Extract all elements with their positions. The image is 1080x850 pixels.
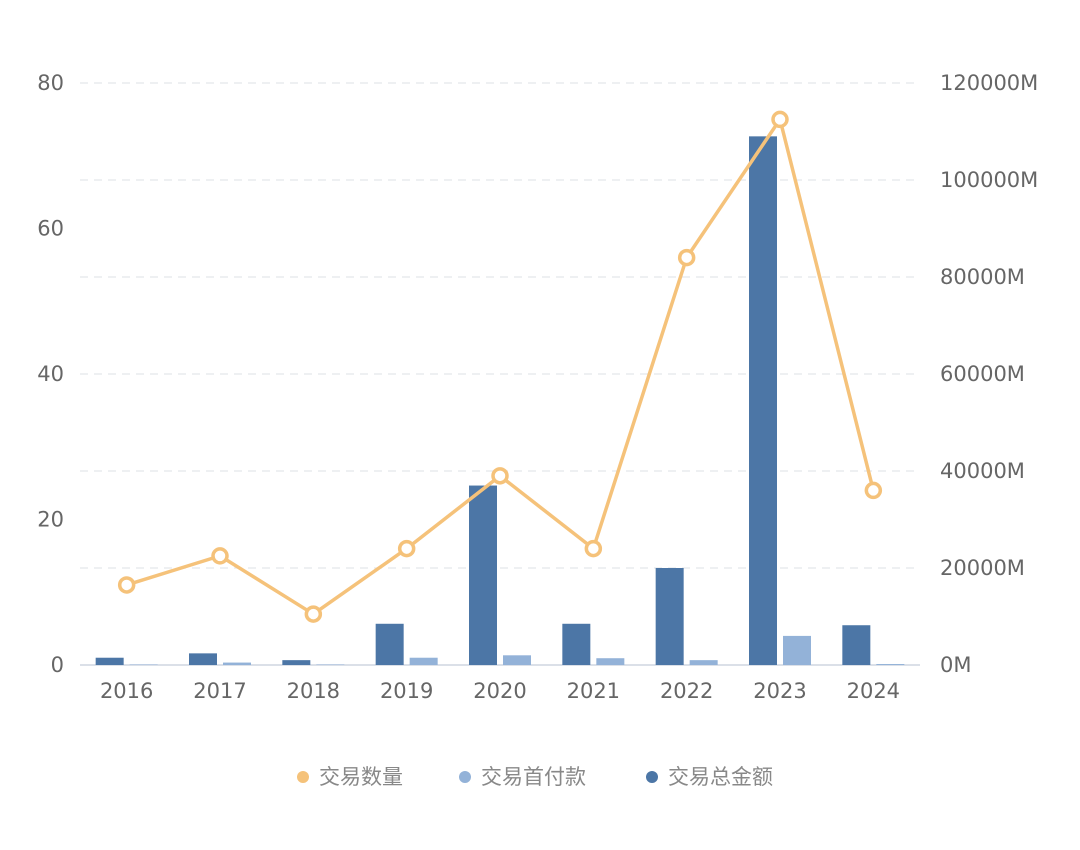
- x-tick-label: 2022: [660, 679, 713, 703]
- legend-label: 交易数量: [319, 765, 403, 789]
- bar-total-amount: [749, 136, 777, 666]
- bar-total-amount: [375, 623, 404, 665]
- right-y-axis: 0M 20000M 40000M 60000M 80000M 100000M 120000M: [940, 71, 1038, 677]
- bar-total-amount: [842, 625, 871, 665]
- bar-down-payment: [223, 662, 251, 665]
- x-axis-labels: 2016 2017 2018 2019 2020 2021 2022 2023 2024: [100, 679, 900, 703]
- legend-label: 交易首付款: [481, 765, 586, 789]
- right-y-tick-label: 100000M: [940, 168, 1038, 192]
- bar-down-payment: [503, 655, 531, 665]
- right-y-tick-label: 80000M: [940, 265, 1025, 289]
- line-point: [397, 539, 416, 558]
- line-point: [117, 576, 136, 594]
- legend-label: 交易总金额: [668, 765, 773, 789]
- line-point: [677, 248, 696, 267]
- bar-total-amount: [469, 485, 497, 665]
- line-point: [211, 547, 229, 565]
- bar-down-payment: [783, 635, 811, 665]
- left-y-tick-label: 60: [37, 217, 64, 241]
- bar-total-amount: [95, 657, 124, 665]
- left-y-tick-label: 40: [37, 362, 64, 386]
- right-y-tick-label: 60000M: [940, 362, 1025, 386]
- x-tick-label: 2021: [567, 679, 620, 703]
- bar-series: [95, 136, 905, 666]
- x-tick-label: 2019: [380, 679, 433, 703]
- legend: 交易数量 交易首付款 交易总金额: [297, 765, 773, 789]
- line-series: [117, 110, 883, 623]
- bar-total-amount: [655, 568, 684, 665]
- right-y-tick-label: 20000M: [940, 556, 1025, 580]
- bar-down-payment: [876, 664, 905, 665]
- x-tick-label: 2023: [753, 679, 806, 703]
- x-tick-label: 2016: [100, 679, 153, 703]
- grid-lines: [80, 82, 920, 569]
- bar-total-amount: [562, 623, 591, 665]
- legend-marker: [297, 771, 309, 783]
- x-tick-label: 2017: [193, 679, 246, 703]
- legend-marker: [646, 771, 658, 783]
- x-tick-label: 2018: [287, 679, 340, 703]
- line-point: [304, 605, 323, 623]
- line-point: [491, 467, 509, 485]
- line-point: [771, 110, 789, 129]
- left-y-tick-label: 0: [51, 653, 64, 677]
- bar-down-payment: [596, 658, 625, 665]
- left-y-axis: 0 20 40 60 80: [37, 71, 64, 677]
- line-point: [864, 481, 883, 500]
- right-y-tick-label: 40000M: [940, 459, 1025, 483]
- line-point: [584, 539, 603, 558]
- legend-marker: [459, 771, 471, 783]
- right-y-tick-label: 120000M: [940, 71, 1038, 95]
- left-y-tick-label: 20: [37, 508, 64, 532]
- bar-down-payment: [689, 660, 718, 665]
- bar-down-payment: [409, 657, 438, 665]
- right-y-tick-label: 0M: [940, 653, 971, 677]
- x-tick-label: 2020: [473, 679, 526, 703]
- bar-total-amount: [282, 660, 311, 665]
- x-tick-label: 2024: [847, 679, 900, 703]
- left-y-tick-label: 80: [37, 71, 64, 95]
- bar-total-amount: [189, 653, 217, 665]
